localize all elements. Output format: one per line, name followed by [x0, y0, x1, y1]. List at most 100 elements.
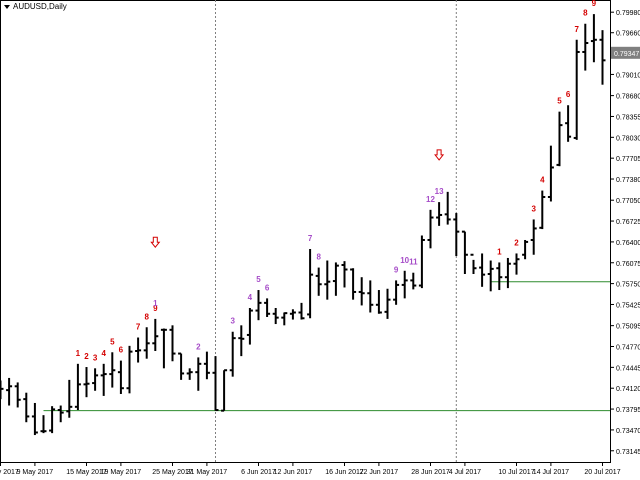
sequence-label: 6: [119, 346, 124, 355]
sequence-label: 4: [248, 293, 253, 302]
sequence-label: 5: [256, 275, 261, 284]
y-tick-label: 0.75750: [616, 282, 640, 289]
ohlc-bar: [135, 337, 142, 363]
ohlc-bar: [0, 380, 4, 400]
ohlc-bar: [358, 277, 365, 306]
ohlc-bar: [487, 260, 494, 292]
sequence-label: 8: [144, 312, 149, 321]
ohlc-bar: [453, 213, 460, 257]
x-tick-label: 4 Jul 2017: [449, 469, 481, 476]
ohlc-bar: [186, 368, 193, 380]
ohlc-bar: [83, 367, 90, 398]
y-tick-label: 0.78680: [616, 94, 640, 101]
sequence-label: 3: [531, 204, 536, 213]
y-tick-label: 0.79010: [616, 72, 640, 79]
y-tick-label: 0.75095: [616, 324, 640, 331]
sequence-label: 7: [136, 323, 141, 332]
y-tick-label: 0.77705: [616, 156, 640, 163]
ohlc-bar: [169, 325, 176, 362]
ohlc-bar: [49, 406, 56, 434]
chevron-down-icon[interactable]: [4, 4, 10, 9]
sequence-label: 3: [93, 353, 98, 362]
ohlc-bar: [281, 312, 288, 326]
y-tick-label: 0.74120: [616, 386, 640, 393]
ohlc-bar: [565, 105, 572, 142]
ohlc-bar: [590, 14, 597, 63]
current-price-tag: [611, 46, 640, 59]
y-tick-label: 0.77380: [616, 177, 640, 184]
ohlc-bar: [152, 318, 159, 351]
sequence-label: 2: [514, 238, 519, 247]
ohlc-bar: [100, 363, 107, 396]
y-tick-label: 0.74770: [616, 345, 640, 352]
ohlc-bar: [126, 345, 133, 394]
ohlc-bar: [539, 190, 546, 230]
x-tick-label: 5 May 2017: [0, 469, 19, 476]
ohlc-bar: [367, 280, 374, 313]
sequence-label: 5: [557, 97, 562, 106]
ohlc-bar: [229, 331, 236, 377]
ohlc-bar: [410, 272, 417, 290]
sequence-label: 6: [265, 283, 270, 292]
ohlc-bar: [470, 253, 477, 274]
y-tick-label: 0.73145: [616, 449, 640, 456]
sequence-label: 3: [230, 317, 235, 326]
plot-frame: [0, 0, 611, 463]
y-tick-label: 0.77050: [616, 198, 640, 205]
ohlc-bar: [530, 219, 537, 255]
symbol-text: AUDUSD,Daily: [13, 2, 67, 11]
ohlc-bar: [264, 298, 271, 317]
ohlc-bar: [375, 290, 382, 314]
ohlc-bar: [14, 382, 21, 408]
symbol-label[interactable]: AUDUSD,Daily: [4, 2, 67, 11]
ohlc-bar: [496, 262, 503, 291]
ohlc-bar: [212, 356, 219, 412]
y-tick-label: 0.74445: [616, 365, 640, 372]
ohlc-bar: [556, 111, 563, 167]
x-tick-label: 10 Jul 2017: [498, 469, 534, 476]
down-arrow-icon: [150, 236, 161, 248]
ohlc-bar: [178, 352, 185, 380]
sequence-label: 2: [84, 352, 89, 361]
x-tick-label: 20 Jul 2017: [584, 469, 620, 476]
ohlc-bar: [6, 377, 13, 406]
ohlc-bar: [109, 352, 116, 388]
ohlc-bar: [582, 23, 589, 71]
ohlc-bar: [307, 248, 314, 319]
x-tick-label: 19 May 2017: [101, 469, 142, 476]
x-tick-label: 31 May 2017: [187, 469, 228, 476]
sequence-label: 1: [76, 349, 81, 358]
sequence-label: 13: [435, 187, 444, 196]
ohlc-bar: [332, 262, 339, 296]
ohlc-bar: [246, 308, 253, 345]
y-tick-label: 0.78355: [616, 114, 640, 121]
y-tick-label: 0.73470: [616, 428, 640, 435]
sequence-label: 12: [426, 195, 435, 204]
x-tick-label: 16 Jun 2017: [325, 469, 364, 476]
ohlc-bar: [66, 379, 73, 418]
ohlc-bar: [479, 253, 486, 287]
y-tick-label: 0.76075: [616, 261, 640, 268]
x-tick-label: 9 May 2017: [17, 469, 54, 476]
sequence-label: 4: [101, 349, 106, 358]
ohlc-bar: [315, 267, 322, 296]
ohlc-bar: [324, 260, 331, 300]
ohlc-bar: [350, 268, 357, 300]
sequence-label: 4: [540, 176, 545, 185]
ohlc-bar: [436, 202, 443, 226]
sequence-label: 8: [316, 253, 321, 262]
ohlc-bar: [547, 145, 554, 202]
y-tick-label: 0.76725: [616, 219, 640, 226]
x-tick-label: 12 Jun 2017: [274, 469, 313, 476]
y-tick-label: 0.79980: [616, 10, 640, 17]
sequence-label: 10: [400, 256, 409, 265]
ohlc-bar: [289, 309, 296, 320]
sequence-label: 1: [497, 247, 502, 256]
y-tick-label: 0.78030: [616, 135, 640, 142]
y-tick-label: 0.79660: [616, 31, 640, 38]
ohlc-bar: [341, 261, 348, 288]
ohlc-bar: [573, 39, 580, 140]
ohlc-bar: [384, 288, 391, 319]
